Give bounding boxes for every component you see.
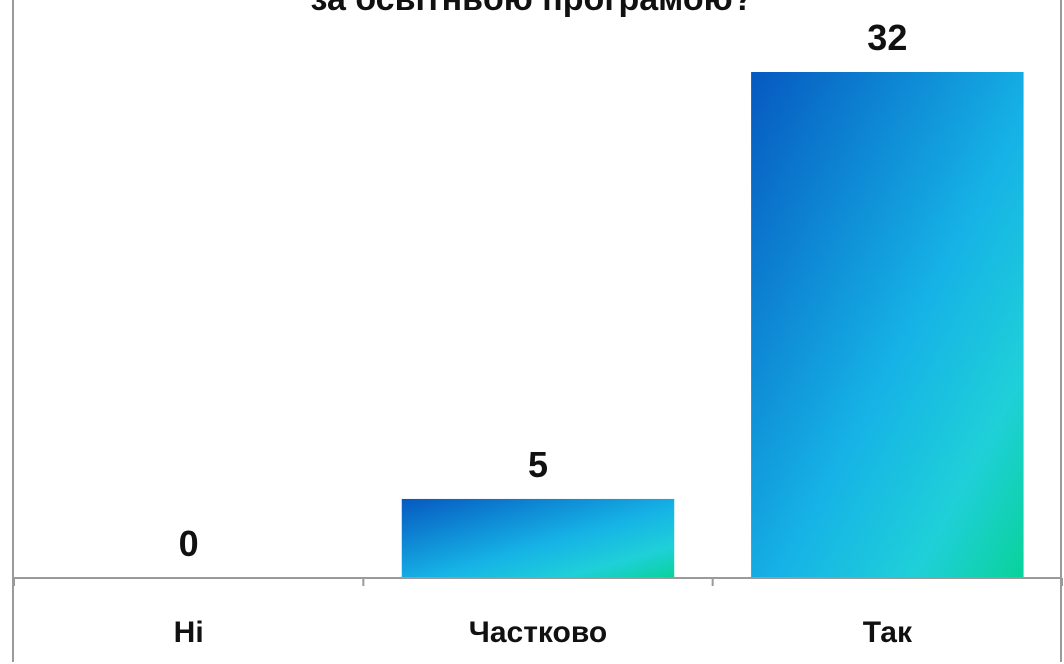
x-tick-label: Частково <box>469 616 607 649</box>
bar-2 <box>401 498 675 578</box>
x-tick-label: Так <box>863 616 913 649</box>
data-label: 32 <box>867 17 907 58</box>
x-axis-ticks <box>13 578 1063 586</box>
chart-frame <box>12 0 1062 662</box>
x-tick-label: Ні <box>174 616 204 649</box>
chart-title: за освітньою програмою? <box>0 0 1064 19</box>
data-label: 0 <box>179 523 199 564</box>
bar-3 <box>751 72 1024 578</box>
data-label: 5 <box>528 444 548 485</box>
bars-group <box>401 72 1024 578</box>
labels-group: 0 Ні 5 Частково 32 Так <box>174 17 913 649</box>
